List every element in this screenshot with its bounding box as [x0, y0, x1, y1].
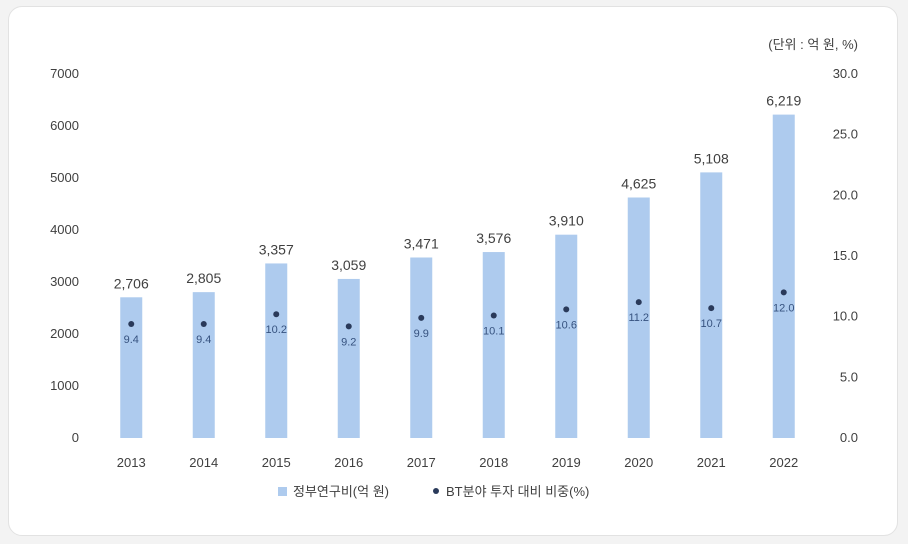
ratio-dot [490, 312, 497, 319]
left-y-axis: 0 1000 2000 3000 4000 5000 6000 7000 [50, 66, 79, 445]
ratio-value-label: 10.1 [483, 325, 504, 337]
left-tick-label: 5000 [50, 170, 79, 185]
bar [265, 263, 288, 438]
bar-series [120, 114, 795, 438]
ratio-dot [708, 305, 715, 312]
bar-value-label: 2,805 [186, 270, 221, 286]
bar-value-label: 3,910 [549, 213, 584, 229]
bar-value-label: 4,625 [621, 176, 656, 192]
x-tick-label: 2018 [479, 455, 508, 470]
left-tick-label: 1000 [50, 378, 79, 393]
right-tick-label: 5.0 [840, 369, 858, 384]
chart-frame [8, 6, 898, 536]
x-tick-label: 2016 [334, 455, 363, 470]
ratio-value-label: 10.7 [701, 318, 722, 330]
bar-value-label: 3,059 [331, 257, 366, 273]
bar [482, 252, 505, 438]
x-tick-label: 2019 [552, 455, 581, 470]
x-tick-label: 2015 [262, 455, 291, 470]
ratio-value-label: 9.4 [124, 334, 139, 346]
right-tick-label: 10.0 [833, 309, 858, 324]
bar [337, 278, 360, 438]
right-tick-label: 25.0 [833, 127, 858, 142]
bar-value-label: 3,576 [476, 230, 511, 246]
bar-value-label: 5,108 [694, 150, 729, 166]
left-tick-label: 2000 [50, 326, 79, 341]
bar [555, 234, 578, 438]
right-tick-label: 0.0 [840, 430, 858, 445]
bar-value-label: 3,357 [259, 241, 294, 257]
ratio-dot [563, 306, 570, 313]
right-tick-label: 30.0 [833, 66, 858, 81]
legend-bar-label: 정부연구비(억 원) [293, 484, 389, 499]
ratio-value-label: 9.4 [196, 334, 211, 346]
ratio-value-label: 11.2 [628, 312, 649, 324]
ratio-dot [635, 299, 642, 306]
ratio-value-label: 12.0 [773, 302, 794, 314]
ratio-dot [200, 320, 207, 327]
right-tick-label: 15.0 [833, 248, 858, 263]
bar-value-label: 6,219 [766, 93, 801, 109]
left-tick-label: 6000 [50, 118, 79, 133]
ratio-value-label: 9.2 [341, 336, 356, 348]
bar-value-label: 2,706 [114, 275, 149, 291]
ratio-value-label: 10.6 [556, 319, 577, 331]
legend-bar-swatch [278, 487, 287, 496]
unit-note: (단위 : 억 원, %) [768, 37, 858, 52]
right-y-axis: 0.0 5.0 10.0 15.0 20.0 25.0 30.0 [833, 66, 858, 445]
bar [120, 297, 143, 438]
ratio-value-label: 9.9 [414, 328, 429, 340]
bar-value-labels: 2,706 2,805 3,357 3,059 3,471 3,576 3,910 4,625… [114, 93, 802, 292]
left-tick-label: 7000 [50, 66, 79, 81]
x-tick-label: 2014 [189, 455, 218, 470]
legend-dot-label: BT분야 투자 대비 비중(%) [446, 484, 589, 499]
ratio-dot-series [128, 289, 787, 330]
x-tick-label: 2020 [624, 455, 653, 470]
x-tick-label: 2013 [117, 455, 146, 470]
ratio-value-labels: 9.4 9.4 10.2 9.2 9.9 10.1 10.6 11.2 10.7 12.0 [124, 302, 795, 348]
bar [192, 292, 215, 438]
bar [772, 114, 795, 438]
ratio-dot [273, 311, 280, 318]
x-tick-label: 2021 [697, 455, 726, 470]
bar [410, 257, 433, 438]
x-tick-label: 2017 [407, 455, 436, 470]
bar [627, 197, 650, 438]
ratio-dot [345, 323, 352, 330]
ratio-dot [780, 289, 787, 296]
x-axis: 2013 2014 2015 2016 2017 2018 2019 2020 2021 2022 [117, 455, 798, 470]
left-tick-label: 4000 [50, 222, 79, 237]
legend: 정부연구비(억 원) BT분야 투자 대비 비중(%) [278, 484, 589, 499]
bar-value-label: 3,471 [404, 236, 439, 252]
ratio-dot [128, 320, 135, 327]
left-tick-label: 0 [72, 430, 79, 445]
legend-dot-marker [433, 488, 439, 494]
ratio-dot [418, 314, 425, 321]
ratio-value-label: 10.2 [266, 324, 287, 336]
x-tick-label: 2022 [769, 455, 798, 470]
right-tick-label: 20.0 [833, 187, 858, 202]
left-tick-label: 3000 [50, 274, 79, 289]
